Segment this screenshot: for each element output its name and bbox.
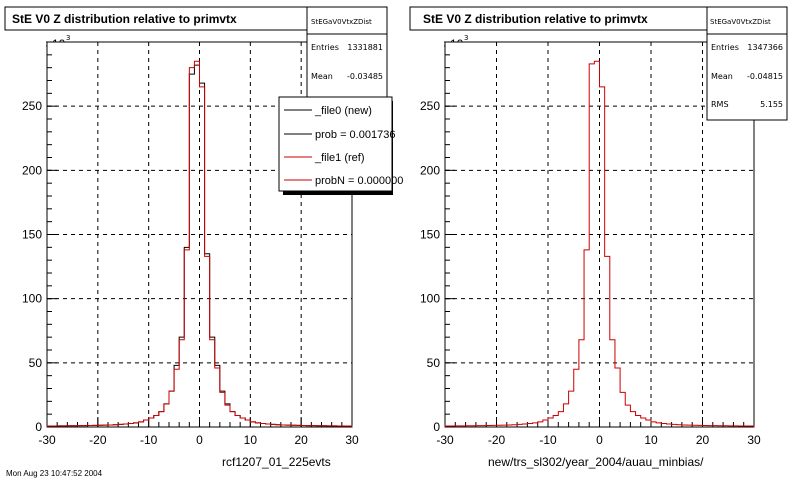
left-x-tick-label: 0 (196, 433, 203, 447)
right-stats-box: StEGaV0VtxZDist Entries 1347366 Mean -0.… (706, 6, 788, 121)
right-y-multiplier-exp: 3 (464, 34, 468, 42)
footer-timestamp: Mon Aug 23 10:47:52 2004 (6, 469, 103, 478)
left-x-tick-label: -30 (38, 433, 56, 447)
left-histogram-series-1 (46, 60, 353, 427)
right-x-tick-label: 0 (596, 433, 603, 447)
right-title: StE V0 Z distribution relative to primvt… (423, 12, 648, 26)
right-y-tick-label: 150 (420, 228, 440, 242)
left-stats-mean-value: -0.03485 (347, 72, 383, 81)
right-x-axis-title: new/trs_sl302/year_2004/auau_minbias/ (488, 455, 704, 469)
left-x-tick-label: -20 (89, 433, 107, 447)
right-x-tick-label: 10 (644, 433, 658, 447)
legend-label-file1: _file1 (ref) (314, 152, 365, 164)
left-title: StE V0 Z distribution relative to primvt… (12, 12, 237, 26)
left-y-multiplier-exp: 3 (66, 34, 70, 42)
right-y-tick-label: 250 (420, 99, 440, 113)
left-stats-mean-label: Mean (311, 72, 333, 81)
left-histogram-panel: StE V0 Z distribution relative to primvt… (4, 6, 403, 469)
left-x-tick-label: 30 (345, 433, 359, 447)
left-y-tick-label: 150 (22, 228, 42, 242)
left-x-tick-label: -10 (140, 433, 158, 447)
right-y-tick-label: 200 (420, 163, 440, 177)
right-x-tick-label: 30 (747, 433, 761, 447)
right-y-tick-label: 100 (420, 292, 440, 306)
left-x-tick-label: 10 (244, 433, 258, 447)
right-x-tick-label: -20 (488, 433, 506, 447)
legend-label-file0: _file0 (new) (314, 105, 372, 117)
left-y-tick-label: 50 (29, 356, 43, 370)
right-y-tick-label: 50 (427, 356, 441, 370)
left-y-tick-label: 0 (35, 420, 42, 434)
right-stats-frame (706, 6, 788, 121)
left-x-tick-label: 20 (294, 433, 308, 447)
left-x-axis-title: rcf1207_01_225evts (222, 455, 331, 469)
left-stats-entries-label: Entries (311, 43, 339, 52)
left-stats-box: StEGaV0VtxZDist Entries 1331881 Mean -0.… (306, 6, 388, 98)
right-stats-entries-value: 1347366 (747, 43, 783, 52)
right-stats-entries-label: Entries (711, 43, 739, 52)
right-x-tick-label: 20 (696, 433, 710, 447)
right-stats-mean-value: -0.04815 (747, 72, 783, 81)
right-histogram-series-0 (444, 60, 755, 427)
right-histogram-panel: StE V0 Z distribution relative to primvt… (409, 6, 788, 469)
left-legend: _file0 (new) prob = 0.001736 _file1 (ref… (278, 96, 403, 195)
right-stats-rms-value: 5.155 (760, 100, 783, 109)
right-stats-mean-label: Mean (711, 72, 733, 81)
legend-frame (278, 96, 393, 192)
right-y-tick-label: 0 (433, 420, 440, 434)
right-stats-rms-label: RMS (711, 100, 729, 109)
left-stats-name: StEGaV0VtxZDist (311, 18, 372, 26)
right-stats-name: StEGaV0VtxZDist (710, 18, 771, 26)
left-y-tick-label: 100 (22, 292, 42, 306)
right-plot-area: -30 -20 -10 0 10 20 30 0 50 100 150 200 250 (420, 41, 761, 447)
left-stats-entries-value: 1331881 (347, 43, 383, 52)
legend-label-probN: probN = 0.000000 (315, 175, 403, 187)
right-x-tick-label: -30 (436, 433, 454, 447)
left-y-tick-label: 200 (22, 163, 42, 177)
legend-label-prob: prob = 0.001736 (315, 129, 395, 141)
left-y-tick-label: 250 (22, 99, 42, 113)
right-x-tick-label: -10 (539, 433, 557, 447)
left-stats-frame (306, 6, 388, 98)
